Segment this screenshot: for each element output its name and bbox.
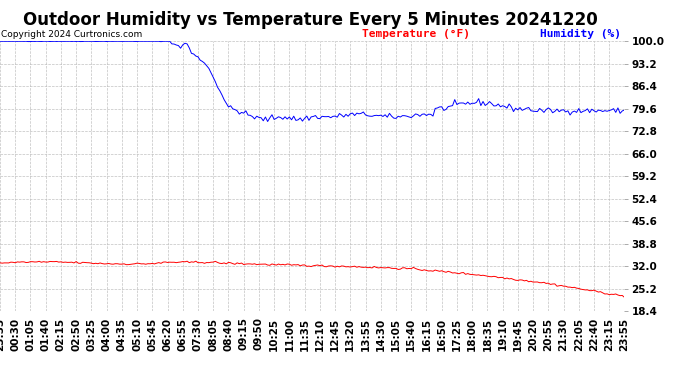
Text: Outdoor Humidity vs Temperature Every 5 Minutes 20241220: Outdoor Humidity vs Temperature Every 5 … [23, 11, 598, 29]
Text: Humidity (%): Humidity (%) [540, 28, 621, 39]
Text: Temperature (°F): Temperature (°F) [362, 28, 470, 39]
Text: Copyright 2024 Curtronics.com: Copyright 2024 Curtronics.com [1, 30, 142, 39]
